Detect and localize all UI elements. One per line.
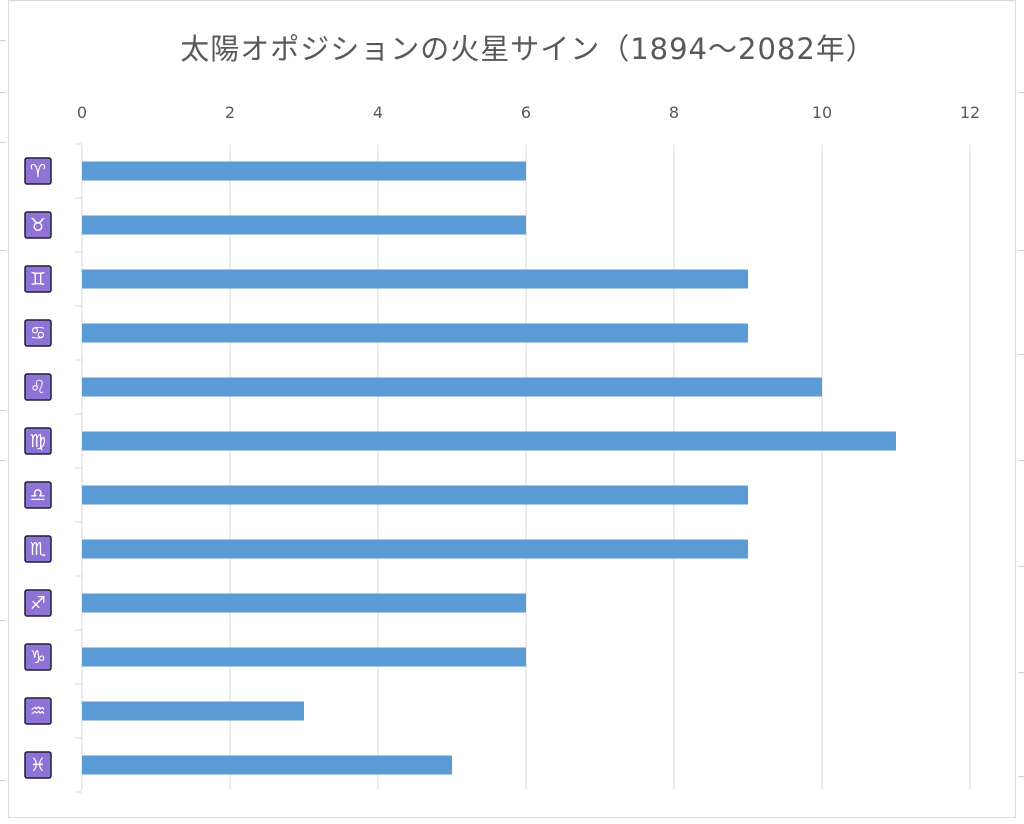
category-label: ♍ [30,431,46,452]
left-edge-marker [0,92,6,93]
left-edge-marker [0,250,6,251]
bar [82,593,526,613]
chart-area [8,0,1016,818]
x-tick-label: 8 [669,103,679,122]
zodiac-sign-icon [24,643,52,671]
left-edge-marker [0,620,6,621]
x-tick-label: 2 [225,103,235,122]
category-label: ♉ [30,215,46,236]
bar [82,485,748,505]
x-tick-label: 6 [521,103,531,122]
x-tick-label: 10 [812,103,832,122]
left-edge-marker [0,410,6,411]
zodiac-sign-icon [24,265,52,293]
category-label: ♌ [30,377,46,398]
category-label: ♊ [30,269,46,290]
bar [82,161,526,181]
bar [82,647,526,667]
bar [82,539,748,559]
right-edge-marker [1018,566,1024,567]
bar [82,701,304,721]
zodiac-sign-icon [24,211,52,239]
x-tick-label: 12 [960,103,980,122]
zodiac-sign-icon [24,589,52,617]
zodiac-sign-icon [24,697,52,725]
bar [82,377,822,397]
category-label: ♒ [30,701,46,722]
right-edge-marker [1018,250,1024,251]
zodiac-sign-icon [24,373,52,401]
category-label: ♑ [30,647,46,668]
right-edge-marker [1018,354,1024,355]
right-edge-marker [1018,672,1024,673]
left-edge-marker [0,780,6,781]
zodiac-sign-icon [24,751,52,779]
x-tick-label: 0 [77,103,87,122]
bar [82,431,896,451]
zodiac-sign-icon [24,535,52,563]
category-label: ♐ [30,593,46,614]
left-edge-marker [0,40,6,41]
bar [82,215,526,235]
category-label: ♎ [30,485,46,506]
zodiac-sign-icon [24,157,52,185]
zodiac-sign-icon [24,427,52,455]
category-label: ♈ [30,161,46,182]
zodiac-sign-icon [24,481,52,509]
category-label: ♓ [30,755,46,776]
category-label: ♋ [30,323,46,344]
zodiac-sign-icon [24,319,52,347]
right-edge-marker [1018,92,1024,93]
right-edge-marker [1018,776,1024,777]
left-edge-marker [0,460,6,461]
right-edge-marker [1018,460,1024,461]
category-label: ♏ [30,539,46,560]
bar [82,755,452,775]
x-tick-label: 4 [373,103,383,122]
left-edge-marker [0,142,6,143]
bar [82,323,748,343]
bar [82,269,748,289]
chart-title: 太陽オポジションの火星サイン（1894～2082年） [180,32,876,66]
